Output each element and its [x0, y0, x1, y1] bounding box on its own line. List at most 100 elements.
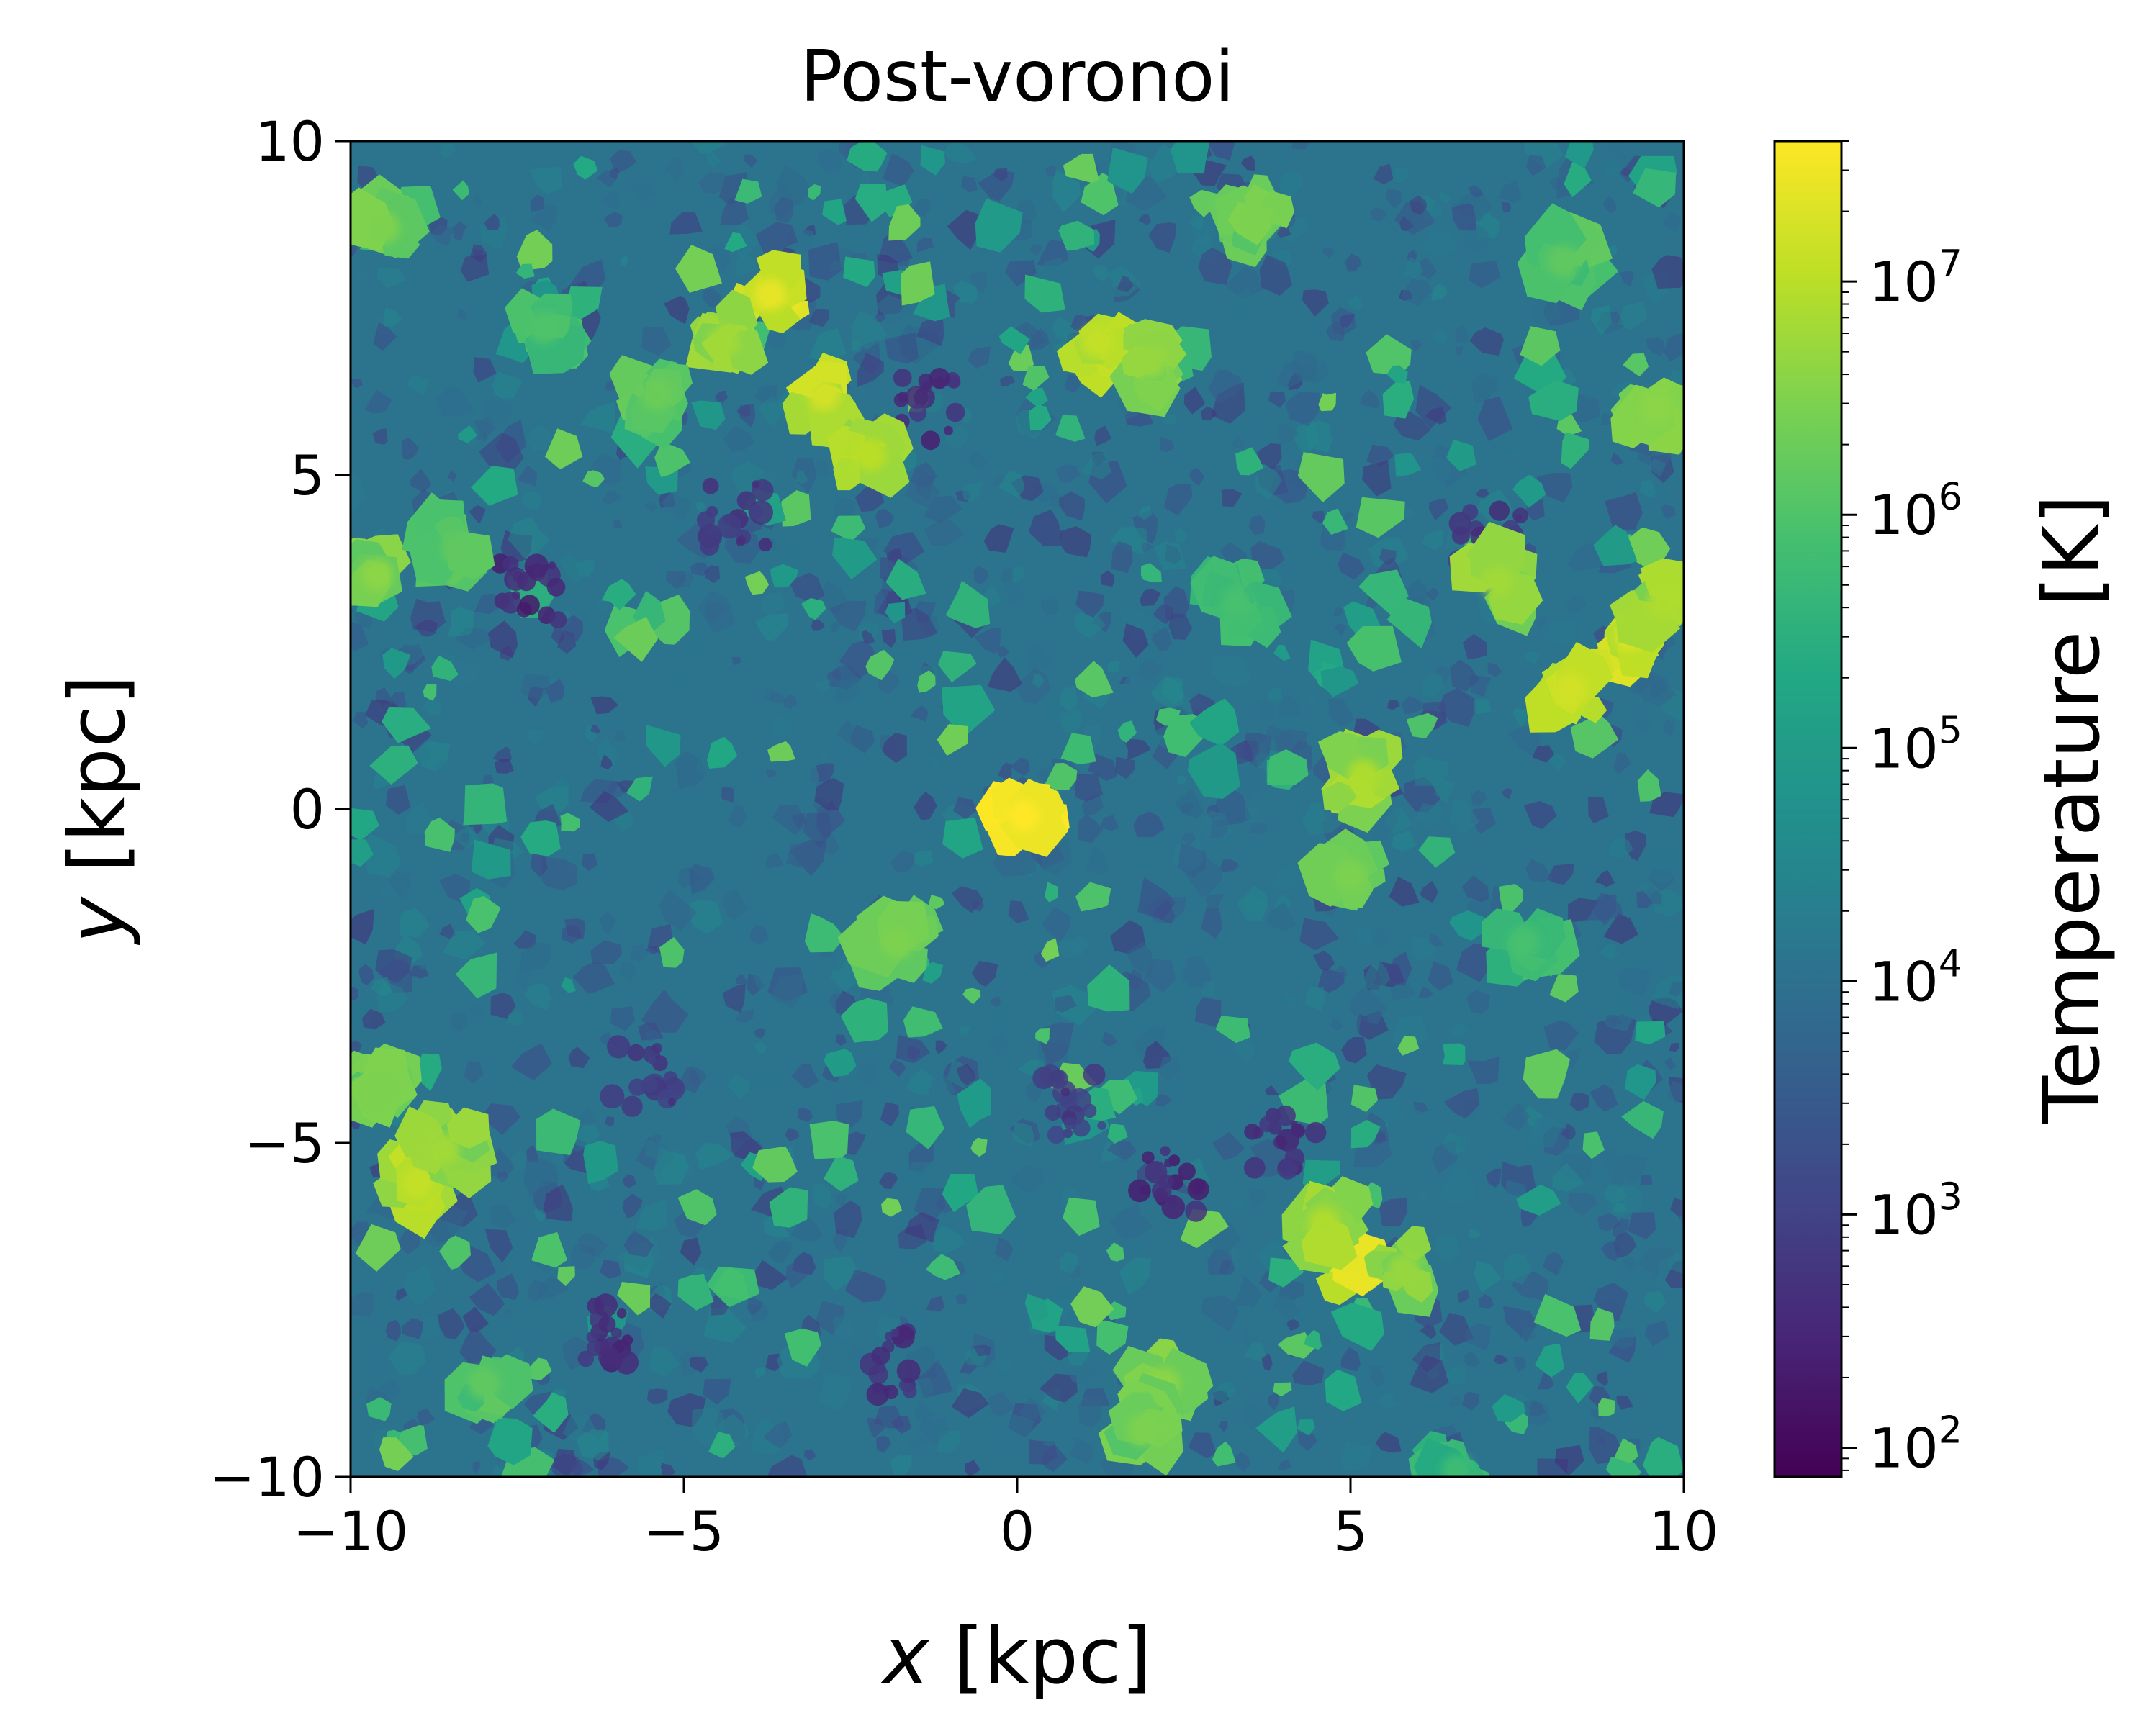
warm-cell [784, 1328, 821, 1367]
texture-cell [890, 850, 916, 873]
y-axis-variable: y [53, 896, 143, 946]
texture-cell [1469, 1229, 1481, 1239]
warm-cell [1446, 439, 1476, 471]
texture-cell [829, 600, 867, 632]
texture-cell [1200, 908, 1223, 939]
texture-cell [1220, 859, 1239, 872]
texture-cell [1322, 248, 1334, 258]
texture-cell [1640, 480, 1656, 499]
texture-cell [990, 996, 1001, 1007]
texture-cell [829, 955, 847, 972]
hot-region [827, 413, 914, 498]
texture-cell [492, 371, 523, 404]
warm-cell [1605, 1457, 1641, 1477]
texture-cell [1410, 195, 1428, 215]
texture-cell [973, 1344, 992, 1357]
texture-cell [836, 720, 864, 746]
texture-cell [1521, 1399, 1551, 1427]
texture-cell [1595, 869, 1615, 887]
texture-cell [1394, 201, 1436, 235]
texture-cell [388, 1342, 426, 1375]
texture-cell [987, 657, 1023, 692]
hot-region [1517, 203, 1619, 311]
hot-region [1189, 556, 1292, 648]
hot-region [1610, 558, 1684, 653]
texture-cell [1436, 1163, 1478, 1205]
texture-cell [1313, 951, 1335, 972]
texture-cell [1330, 1018, 1343, 1031]
warm-cell [1093, 1079, 1138, 1115]
texture-cell [924, 517, 965, 547]
texture-cell [835, 1034, 847, 1046]
texture-cell [900, 607, 938, 641]
texture-cell [1512, 707, 1528, 728]
warm-cell [626, 776, 653, 802]
warm-cell [809, 1121, 849, 1159]
warm-cell [1076, 882, 1111, 912]
y-tick-label: −5 [244, 1111, 325, 1175]
texture-cell [1064, 374, 1081, 393]
texture-cell [1042, 907, 1071, 943]
texture-cell [385, 1319, 401, 1342]
warm-cell [1566, 1373, 1594, 1403]
texture-cell [1133, 811, 1165, 838]
texture-cell [502, 1308, 513, 1316]
texture-cell [1423, 230, 1456, 258]
texture-cell [351, 474, 366, 513]
warm-cell [439, 1235, 471, 1270]
texture-cell [530, 851, 548, 878]
texture-cell [795, 471, 808, 484]
texture-cell [866, 1417, 885, 1439]
colorbar-label: Temperature [K] [2027, 494, 2117, 1124]
texture-cell [1302, 289, 1329, 317]
texture-cell [659, 888, 698, 931]
warm-cell [1255, 1406, 1297, 1453]
texture-cell [494, 759, 514, 774]
warm-cell [463, 783, 508, 826]
texture-cell [1055, 464, 1081, 483]
warm-cell [528, 1357, 552, 1380]
texture-cell [1400, 1386, 1415, 1399]
warm-cell [1044, 763, 1078, 790]
texture-cell [580, 402, 615, 434]
texture-cell [601, 191, 621, 209]
texture-cell [1208, 369, 1243, 404]
warm-cell [1528, 379, 1579, 421]
texture-cell [875, 508, 894, 528]
texture-cell [1619, 271, 1634, 287]
texture-cell [1414, 456, 1451, 492]
texture-cell [1474, 1260, 1502, 1293]
warm-cell [970, 1137, 988, 1157]
texture-cell [1440, 191, 1451, 204]
texture-cell [1429, 933, 1443, 947]
texture-cell [604, 1116, 615, 1127]
texture-cell [371, 977, 392, 997]
texture-cell [1669, 1042, 1680, 1052]
hot-region [394, 1100, 497, 1199]
texture-cell [1543, 1252, 1564, 1276]
warm-cell [582, 470, 605, 487]
texture-cell [622, 1193, 643, 1219]
warm-cell [1107, 1124, 1128, 1144]
texture-cell [744, 154, 758, 168]
texture-cell [1525, 858, 1553, 882]
texture-cell [1210, 1381, 1236, 1403]
texture-cell [1471, 374, 1500, 404]
texture-cell [1305, 986, 1326, 1012]
texture-cell [416, 1408, 436, 1427]
texture-cell [763, 1215, 790, 1238]
texture-cell [971, 960, 998, 987]
texture-cell [1219, 1259, 1235, 1275]
texture-cell [431, 225, 456, 246]
texture-cell [1240, 155, 1255, 171]
texture-cell [968, 346, 991, 369]
texture-cell [929, 756, 944, 769]
texture-cell [1106, 1140, 1137, 1162]
texture-cell [1651, 974, 1684, 1010]
texture-cell [603, 212, 623, 227]
colorbar-tick-label: 104 [1869, 942, 1962, 1013]
texture-cell [952, 797, 978, 820]
texture-cell [535, 785, 569, 813]
texture-cell [1148, 222, 1177, 253]
texture-cell [998, 762, 1012, 782]
